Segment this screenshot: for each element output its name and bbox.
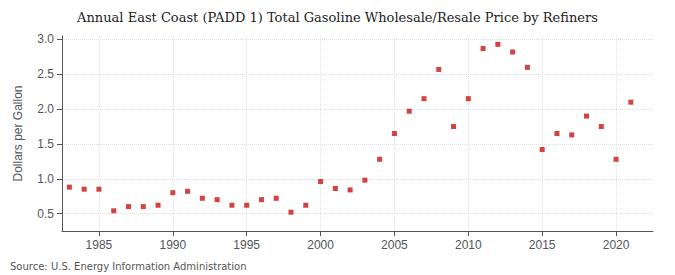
svg-text:0.5: 0.5 [37,207,54,221]
svg-text:2020: 2020 [603,238,630,252]
svg-text:Dollars per Gallon: Dollars per Gallon [11,85,25,181]
svg-text:2015: 2015 [529,238,556,252]
svg-text:1.5: 1.5 [37,137,54,151]
svg-text:3.0: 3.0 [37,32,54,46]
svg-text:2.0: 2.0 [37,102,54,116]
svg-text:1985: 1985 [86,238,113,252]
svg-text:2.5: 2.5 [37,67,54,81]
svg-text:Annual East Coast (PADD 1) Tot: Annual East Coast (PADD 1) Total Gasolin… [76,10,598,25]
svg-text:Source: U.S. Energy Informatio: Source: U.S. Energy Information Administ… [10,261,247,272]
svg-text:1.0: 1.0 [37,172,54,186]
svg-text:1990: 1990 [159,238,186,252]
svg-text:1995: 1995 [233,238,260,252]
svg-text:2000: 2000 [307,238,334,252]
svg-text:2010: 2010 [455,238,482,252]
svg-text:2005: 2005 [381,238,408,252]
